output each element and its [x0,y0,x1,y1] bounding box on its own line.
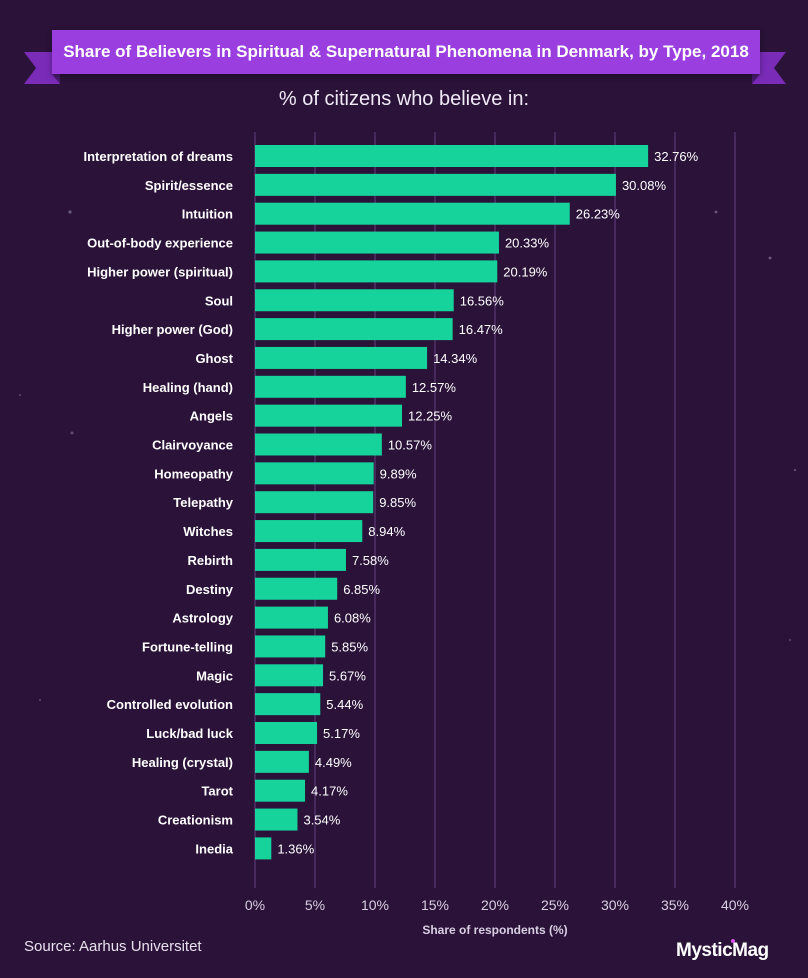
value-label: 7.58% [352,553,389,568]
bar [255,462,374,485]
category-label: Clairvoyance [152,438,233,453]
bar [255,231,499,254]
banner-ribbon-ends [24,52,786,84]
bar [255,375,406,398]
value-label: 6.85% [343,582,380,597]
category-label: Homeopathy [154,466,234,481]
value-label: 20.33% [505,236,550,251]
bar [255,808,298,831]
value-label: 16.56% [460,293,505,308]
value-label: 3.54% [303,813,340,828]
source-note: Source: Aarhus Universitet [24,938,202,955]
value-label: 12.25% [408,409,453,424]
category-label: Controlled evolution [107,697,233,712]
value-label: 5.85% [331,639,368,654]
value-label: 4.49% [315,755,352,770]
category-label: Healing (crystal) [132,755,233,770]
category-label: Interpretation of dreams [83,149,233,164]
category-label: Astrology [172,611,233,626]
category-label: Destiny [186,582,234,597]
value-label: 9.85% [379,495,416,510]
category-label: Ghost [195,351,233,366]
category-label: Soul [205,293,233,308]
value-label: 26.23% [576,207,621,222]
bar [255,260,498,283]
value-label: 32.76% [654,149,699,164]
bar [255,779,306,802]
bar [255,577,338,600]
value-label: 1.36% [277,841,314,856]
x-tick-label: 10% [361,897,389,913]
value-label: 6.08% [334,611,371,626]
bar [255,635,326,658]
value-label: 5.67% [329,668,366,683]
category-label: Witches [183,524,233,539]
bar [255,520,363,543]
value-label: 10.57% [388,438,433,453]
category-label: Creationism [158,813,233,828]
category-label: Telepathy [173,495,233,510]
category-label: Spirit/essence [145,178,233,193]
value-label: 16.47% [459,322,504,337]
x-tick-label: 35% [661,897,689,913]
brand-logo-dot [731,939,735,943]
category-label: Higher power (God) [112,322,233,337]
chart-title: Share of Believers in Spiritual & Supern… [52,30,760,74]
x-axis-title: Share of respondents (%) [422,923,567,937]
bar [255,289,454,312]
bar [255,491,374,514]
category-label: Higher power (spiritual) [87,264,233,279]
bar [255,606,328,629]
value-label: 5.44% [326,697,363,712]
category-label: Fortune-telling [142,639,233,654]
category-label: Healing (hand) [143,380,233,395]
x-tick-label: 25% [541,897,569,913]
x-tick-label: 15% [421,897,449,913]
bar [255,145,649,167]
bar [255,750,309,773]
value-label: 5.17% [323,726,360,741]
value-label: 20.19% [503,264,548,279]
bar [255,722,318,744]
category-label: Luck/bad luck [146,726,233,741]
bar [255,318,453,341]
bar [255,837,272,860]
x-tick-label: 20% [481,897,509,913]
x-tick-label: 30% [601,897,629,913]
value-label: 4.17% [311,784,348,799]
value-label: 8.94% [368,524,405,539]
value-label: 12.57% [412,380,457,395]
bar [255,548,346,571]
bar [255,346,428,369]
chart-subtitle: % of citizens who believe in: [278,88,530,110]
category-label: Intuition [182,207,233,222]
bar [255,693,321,716]
category-label: Out-of-body experience [87,236,233,251]
bar [255,433,382,456]
bar [255,202,570,225]
category-label: Magic [196,668,233,683]
category-label: Tarot [201,784,233,799]
value-label: 30.08% [622,178,667,193]
x-tick-label: 40% [721,897,749,913]
category-label: Angels [190,409,233,424]
title-banner: Share of Believers in Spiritual & Supern… [0,0,808,95]
category-label: Rebirth [188,553,234,568]
value-label: 9.89% [380,466,417,481]
brand-logo: MysticMag [676,940,769,961]
x-tick-label: 0% [245,897,265,913]
x-tick-label: 5% [305,897,325,913]
bar [255,664,324,687]
category-label: Inedia [195,841,233,856]
bar [255,404,402,427]
value-label: 14.34% [433,351,478,366]
bar [255,173,616,196]
